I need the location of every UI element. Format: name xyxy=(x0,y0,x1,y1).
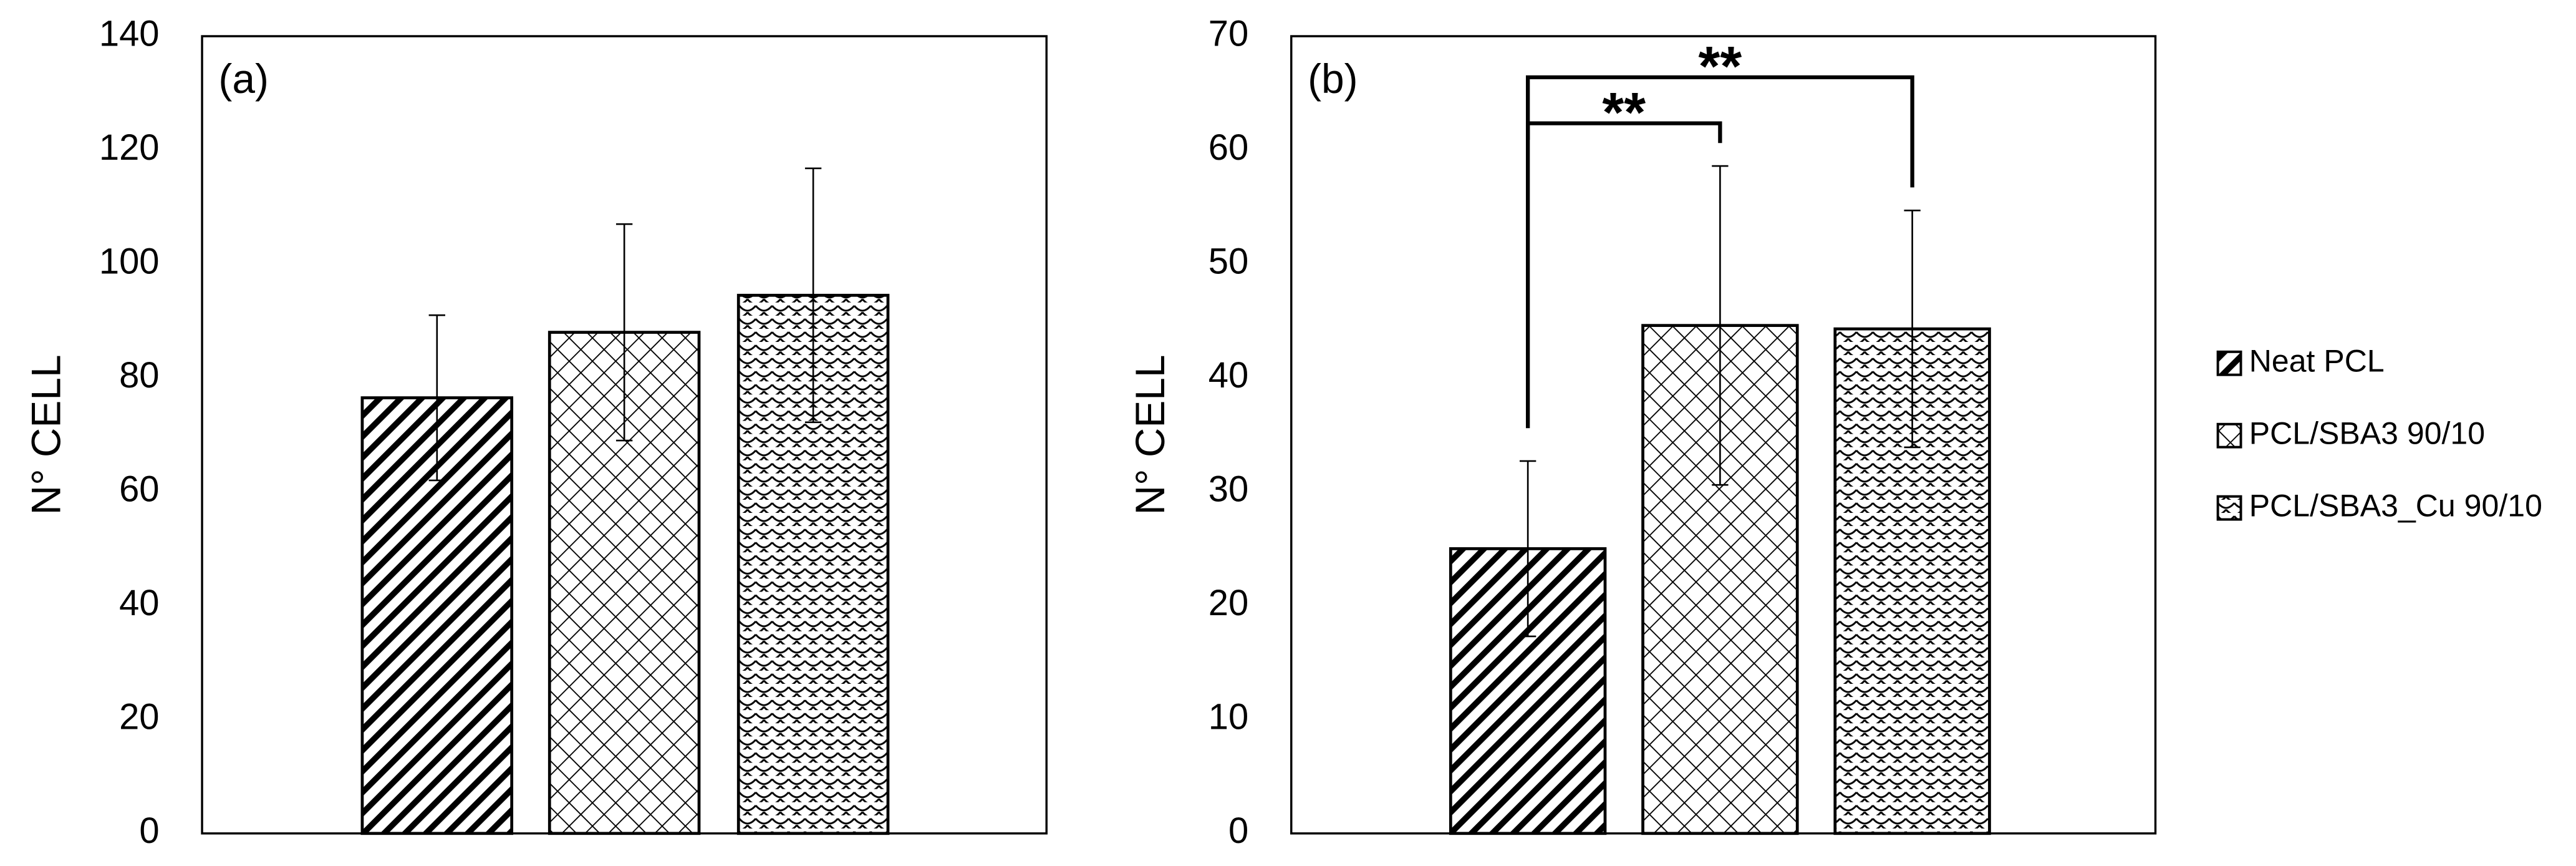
legend-label: PCL/SBA3_Cu 90/10 xyxy=(2249,488,2542,523)
y-tick-label: 100 xyxy=(99,241,160,281)
y-tick-label: 80 xyxy=(119,356,159,396)
y-tick-label: 10 xyxy=(1208,698,1248,737)
y-axis-label: N° CELL xyxy=(22,354,69,515)
legend-swatch xyxy=(2216,350,2242,376)
legend-swatch xyxy=(2216,422,2242,449)
significance-bracket xyxy=(1525,75,1914,429)
y-tick-label: 60 xyxy=(119,469,159,509)
y-tick-label: 120 xyxy=(99,128,160,168)
y-tick-label: 0 xyxy=(139,811,159,851)
legend-swatch xyxy=(2216,495,2242,521)
y-axis-label: N° CELL xyxy=(1127,354,1173,515)
y-tick-label: 40 xyxy=(1208,356,1248,396)
bar xyxy=(1449,547,1607,835)
y-tick-label: 30 xyxy=(1208,469,1248,509)
legend-label: Neat PCL xyxy=(2249,344,2385,379)
y-tick-label: 60 xyxy=(1208,128,1248,168)
bar xyxy=(736,293,890,835)
significance-label: ** xyxy=(1699,35,1742,97)
y-tick-label: 0 xyxy=(1228,811,1248,851)
y-tick-label: 40 xyxy=(119,583,159,623)
panel-label: (a) xyxy=(218,56,269,102)
y-tick-label: 70 xyxy=(1208,14,1248,54)
y-tick-label: 50 xyxy=(1208,241,1248,281)
y-tick-label: 140 xyxy=(99,14,160,54)
y-tick-label: 20 xyxy=(119,698,159,737)
legend-label: PCL/SBA3 90/10 xyxy=(2249,416,2485,450)
significance-label: ** xyxy=(1602,81,1646,144)
panel-label: (b) xyxy=(1308,56,1358,102)
y-tick-label: 20 xyxy=(1208,583,1248,623)
